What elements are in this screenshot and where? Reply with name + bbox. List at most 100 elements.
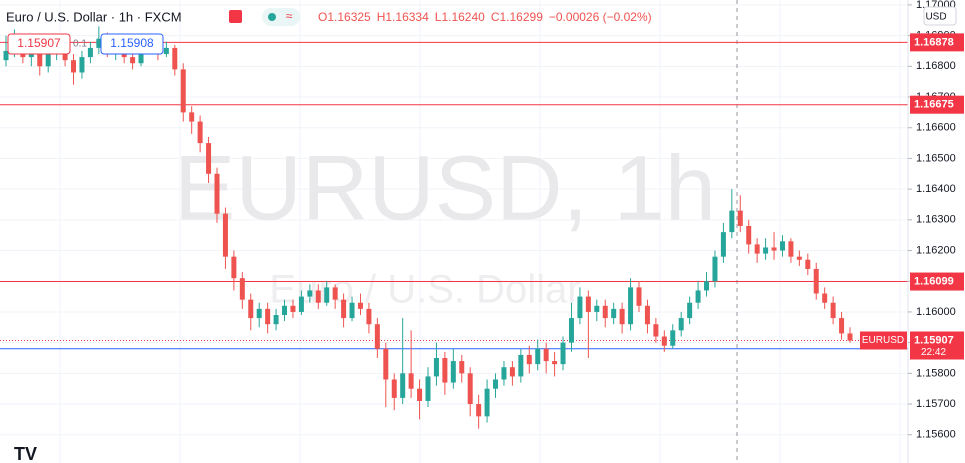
candle-body	[383, 348, 389, 380]
price-badge	[910, 95, 964, 114]
candle-body	[256, 308, 262, 319]
candle-body	[417, 388, 423, 401]
candle-body	[501, 367, 507, 380]
candle-body	[585, 296, 591, 312]
candle-body	[839, 318, 845, 334]
candle-body	[476, 404, 482, 417]
candle-body	[712, 256, 718, 282]
price-badge-label: 1.16878	[914, 36, 954, 48]
candle-body	[518, 354, 524, 377]
candle-body	[493, 379, 499, 389]
candle-body	[763, 247, 769, 254]
price-axis	[908, 0, 965, 463]
candle-body	[290, 305, 296, 312]
candle-body	[307, 290, 313, 297]
candle-body	[450, 361, 456, 383]
sell-button[interactable]	[7, 33, 71, 55]
y-tick-label: 1.15800	[916, 367, 956, 379]
candle-body	[467, 373, 473, 405]
indicator-dot	[268, 13, 276, 21]
candle-body	[720, 232, 726, 257]
candle-body	[163, 47, 169, 55]
currency-button[interactable]	[923, 6, 957, 26]
candle-body	[433, 357, 439, 377]
symbol-badge	[860, 331, 907, 350]
candle-body	[805, 259, 811, 269]
candle-body	[222, 213, 228, 257]
candle-body	[602, 305, 608, 319]
candle-body	[813, 268, 819, 294]
ohlc-legend: O1.16325 H1.16334 L1.16240 C1.16299 −0.00026…	[318, 10, 652, 24]
candle-body	[653, 324, 659, 337]
candle-body	[788, 241, 794, 257]
alert-icon[interactable]	[229, 10, 242, 23]
candle-body	[231, 256, 237, 279]
y-tick-label: 1.16300	[916, 214, 956, 226]
candle-body	[535, 348, 541, 365]
candle-body	[366, 308, 372, 325]
candle-body	[298, 296, 304, 312]
candle-body	[408, 373, 414, 389]
symbol-label: EURUSD	[862, 335, 904, 346]
candle-body	[45, 54, 51, 67]
candle-body	[214, 173, 220, 214]
y-tick-label: 1.16800	[916, 60, 956, 72]
candle-body	[374, 324, 380, 349]
buy-button[interactable]	[100, 33, 164, 55]
indicator-icon: ≈	[286, 9, 293, 23]
candle-body	[847, 333, 853, 341]
price-badges: 1.168781.166751.160991.15880EURUSD1.1590…	[860, 33, 964, 360]
y-tick-label: 1.16000	[916, 306, 956, 318]
legend-value: C1.16299	[491, 10, 543, 24]
indicator-toggle[interactable]	[262, 8, 300, 26]
candle-body	[273, 315, 279, 325]
candle-body	[746, 225, 752, 245]
candle-body	[661, 336, 667, 346]
candle-body	[568, 318, 574, 343]
price-badge	[910, 331, 964, 360]
candle-body	[636, 287, 642, 306]
spread: 0.1	[73, 39, 87, 50]
candle-body	[37, 47, 43, 67]
candle-body	[611, 308, 617, 319]
candle-body	[71, 60, 77, 73]
y-tick-label: 1.15700	[916, 398, 956, 410]
candle-body	[315, 290, 321, 303]
y-tick-label: 1.17000	[916, 0, 956, 11]
candle-body	[282, 305, 288, 316]
candle-body	[484, 388, 490, 417]
candle-body	[79, 57, 85, 73]
candle-body	[248, 299, 254, 319]
y-tick-label: 1.16200	[916, 244, 956, 256]
candle-body	[737, 210, 743, 226]
candle-body	[779, 241, 785, 251]
candle-body	[459, 361, 465, 374]
candle-body	[628, 287, 634, 325]
candle-body	[172, 47, 178, 70]
candle-body	[189, 112, 195, 122]
y-tick-label: 1.15600	[916, 429, 956, 441]
candle-body	[425, 376, 431, 401]
price-axis-labels: 1.170001.169001.168001.167001.166001.165…	[908, 0, 956, 441]
legend-value: −0.00026 (−0.02%)	[549, 10, 652, 24]
price-badge	[910, 272, 964, 291]
buy-price: 1.15908	[110, 36, 154, 50]
currency: USD	[925, 12, 946, 23]
candle-body	[138, 47, 144, 64]
countdown: 22:42	[921, 347, 946, 358]
candle-body	[552, 361, 558, 365]
candle-body	[206, 143, 212, 174]
candle-body	[577, 296, 583, 319]
price-badge-label: 1.16675	[914, 99, 954, 111]
candle-body	[442, 357, 448, 383]
candle-body	[265, 308, 271, 325]
legend-value: H1.16334	[377, 10, 429, 24]
price-badge-label: 1.16099	[914, 275, 954, 287]
y-tick-label: 1.16400	[916, 183, 956, 195]
candle-body	[619, 308, 625, 325]
y-tick-label: 1.16600	[916, 122, 956, 134]
candle-body	[526, 354, 532, 365]
